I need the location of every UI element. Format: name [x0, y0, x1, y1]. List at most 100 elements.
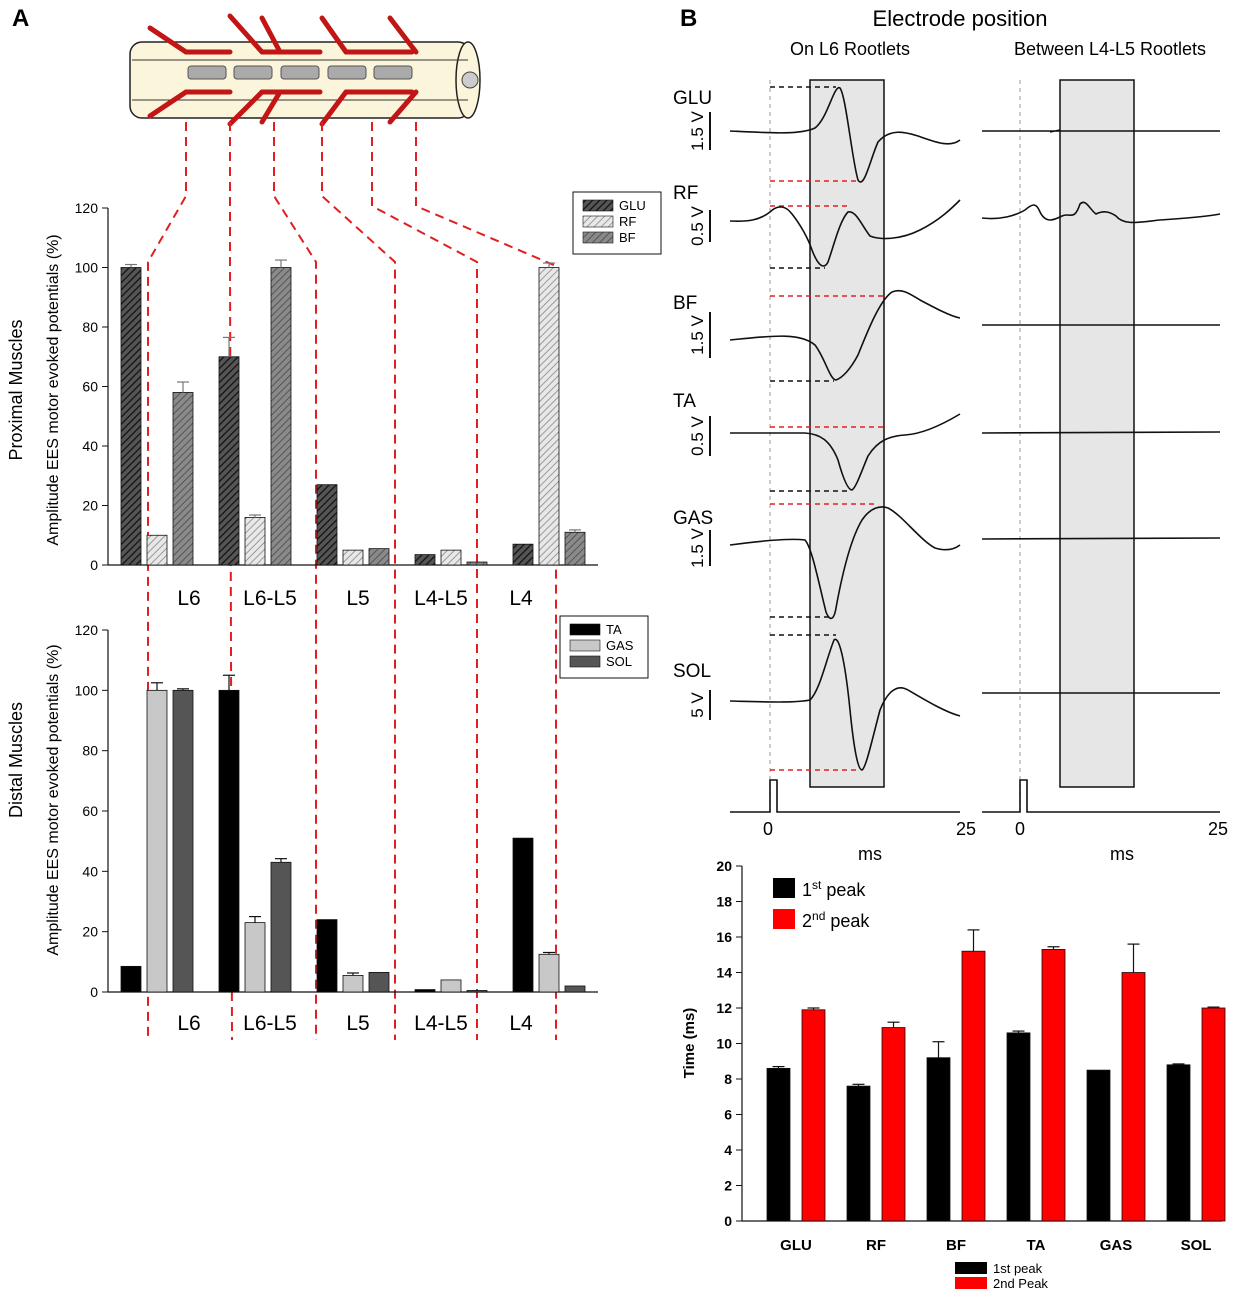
legend-label-ta: TA	[606, 622, 622, 637]
bar-rf-l4-l5	[440, 549, 462, 566]
legend-bottom-swatch-1st	[955, 1262, 987, 1274]
bar-ta-l6-l5	[218, 689, 240, 993]
traces-x-unit-1: ms	[858, 844, 882, 864]
trace-name-sol: SOL	[673, 661, 711, 682]
y-tick-label: 60	[82, 803, 98, 819]
category-label-l5: L5	[346, 587, 369, 610]
y-tick-label: 40	[82, 438, 98, 454]
bar-rf-l6	[146, 534, 168, 566]
bar-bf-l6-l5	[270, 267, 292, 566]
legend-swatch-2nd	[773, 909, 795, 929]
trace-scale-gas: 1.5 V	[688, 527, 707, 567]
bar-glu-l6-l5	[218, 356, 240, 566]
category-label-rf: RF	[866, 1237, 886, 1254]
legend-swatch-ta	[569, 623, 601, 636]
trace-scale-ta: 0.5 V	[688, 415, 707, 455]
bar-glu-l4-l5	[414, 554, 436, 566]
latency-chart: 0 2 4 6 8 10 12 14 16 18 20 GLU RF BF TA GAS SOL	[716, 858, 1226, 1254]
bar-1st-peak-ta	[1006, 1032, 1031, 1222]
category-label-gas: GAS	[1100, 1237, 1133, 1254]
bar-bf-l5	[368, 548, 390, 566]
bar-sol-l6	[172, 689, 194, 993]
traces-x-start-2: 0	[1015, 819, 1025, 839]
y-tick-label: 120	[75, 200, 99, 216]
y-tick-label: 20	[716, 858, 732, 874]
category-label-l4: L4	[509, 1012, 533, 1035]
y-tick-label: 100	[75, 682, 99, 698]
category-label-l6-l5: L6-L5	[243, 1012, 297, 1035]
y-tick-label: 2	[724, 1178, 732, 1194]
bar-gas-l6-l5	[244, 922, 266, 993]
category-label-l6: L6	[177, 587, 200, 610]
bar-1st-peak-bf	[926, 1057, 951, 1222]
traces-x-start-1: 0	[763, 819, 773, 839]
traces-title: Electrode position	[873, 6, 1048, 31]
category-label-l6-l5: L6-L5	[243, 587, 297, 610]
latency-ylabel: Time (ms)	[681, 1008, 698, 1079]
category-label-l4: L4	[509, 587, 533, 610]
trace-scale-rf: 0.5 V	[688, 205, 707, 245]
bar-glu-l6	[120, 267, 142, 566]
trace-name-rf: RF	[673, 183, 698, 204]
legend-label-gas: GAS	[606, 638, 634, 653]
bar-1st-peak-gas	[1086, 1069, 1111, 1222]
bar-1st-peak-sol	[1166, 1064, 1191, 1222]
trace-scale-sol: 5 V	[688, 692, 707, 718]
y-tick-label: 0	[90, 984, 98, 1000]
legend-swatch-gas	[569, 639, 601, 652]
legend-label-sol: SOL	[606, 654, 632, 669]
bar-ta-l5	[316, 919, 338, 993]
y-tick-label: 18	[716, 894, 732, 910]
y-tick-label: 0	[724, 1213, 732, 1229]
y-tick-label: 10	[716, 1036, 732, 1052]
legend-label-bf: BF	[619, 230, 636, 245]
y-tick-label: 6	[724, 1107, 732, 1123]
bar-2nd-peak-gas	[1121, 972, 1146, 1222]
bar-glu-l5	[316, 484, 338, 566]
bar-gas-l4	[538, 953, 560, 993]
y-tick-label: 8	[724, 1071, 732, 1087]
bar-1st-peak-glu	[766, 1067, 791, 1222]
y-tick-label: 4	[724, 1142, 732, 1158]
y-tick-label: 100	[75, 260, 99, 276]
bar-gas-l5	[342, 975, 364, 993]
bar-2nd-peak-bf	[961, 950, 986, 1222]
bar-gas-l6	[146, 689, 168, 993]
y-tick-label: 80	[82, 319, 98, 335]
bar-2nd-peak-rf	[881, 1027, 906, 1222]
legend-label-rf: RF	[619, 214, 636, 229]
bar-1st-peak-rf	[846, 1085, 871, 1222]
trace-name-bf: BF	[673, 293, 697, 314]
distal-side-label: Distal Muscles	[6, 702, 26, 818]
legend-bottom-swatch-2nd	[955, 1277, 987, 1289]
y-tick-label: 20	[82, 498, 98, 514]
category-label-bf: BF	[946, 1237, 966, 1254]
trace-name-glu: GLU	[673, 88, 712, 109]
bar-sol-l6-l5	[270, 861, 292, 993]
bar-2nd-peak-glu	[801, 1009, 826, 1222]
category-label-l5: L5	[346, 1012, 369, 1035]
bar-bf-l4-l5	[466, 561, 488, 566]
bar-2nd-peak-sol	[1201, 1007, 1226, 1222]
bar-rf-l6-l5	[244, 517, 266, 566]
y-tick-label: 60	[82, 379, 98, 395]
col2-title: Between L4-L5 Rootlets	[1014, 39, 1206, 59]
traces-x-end-2: 25	[1208, 819, 1228, 839]
legend-swatch-sol	[569, 655, 601, 668]
bar-sol-l5	[368, 971, 390, 993]
legend-label-1st: 1st peak	[802, 878, 866, 900]
category-label-glu: GLU	[780, 1237, 812, 1254]
bar-rf-l4	[538, 267, 560, 566]
panel-b-label: B	[680, 5, 697, 32]
y-tick-label: 20	[82, 924, 98, 940]
traces-x-end-1: 25	[956, 819, 976, 839]
y-tick-label: 14	[716, 965, 732, 981]
bar-glu-l4	[512, 543, 534, 566]
y-tick-label: 80	[82, 743, 98, 759]
bar-ta-l4-l5	[414, 989, 436, 993]
category-label-ta: TA	[1027, 1237, 1046, 1254]
latency-legend-top: 1st peak 2nd peak	[773, 878, 870, 931]
